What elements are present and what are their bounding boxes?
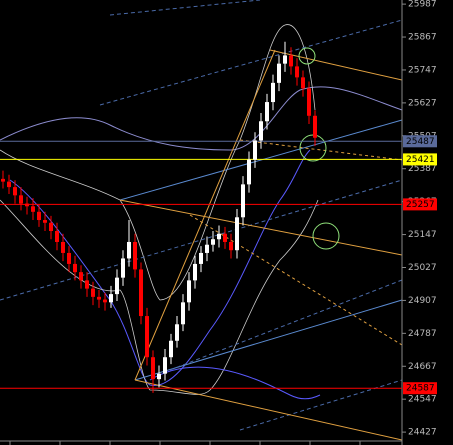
candle-body	[247, 159, 251, 185]
candle-body	[187, 280, 191, 303]
price-label-box	[403, 382, 437, 395]
candle-body	[115, 277, 119, 295]
candle-body	[19, 195, 23, 204]
candle-body	[199, 252, 203, 264]
candle-body	[181, 302, 185, 325]
candle-body	[31, 206, 35, 212]
candle-body	[37, 211, 41, 221]
candle-body	[61, 241, 65, 253]
candle-body	[229, 241, 233, 251]
candle-body	[175, 324, 179, 341]
price-label: 25487	[406, 137, 435, 147]
candle-body	[277, 63, 281, 83]
candle-body	[145, 316, 149, 358]
candle-body	[91, 288, 95, 297]
candle-body	[121, 258, 125, 278]
price-label-box	[403, 135, 437, 148]
candle-body	[301, 77, 305, 89]
candle-body	[1, 178, 5, 182]
candle-body	[253, 140, 257, 160]
y-tick-label: 25387	[408, 164, 437, 174]
candle-body	[205, 244, 209, 253]
candle-body	[157, 373, 161, 380]
candle-body	[283, 55, 287, 64]
decoration	[0, 0, 403, 445]
candle-body	[7, 181, 11, 188]
y-tick-label: 25027	[408, 263, 437, 273]
candle-body	[289, 55, 293, 67]
candle-body	[133, 241, 137, 270]
candle-body	[169, 340, 173, 358]
y-tick-label: 24787	[408, 329, 437, 339]
y-tick-label: 24547	[408, 395, 437, 405]
price-label: 25421	[406, 155, 435, 165]
candle-body	[217, 233, 221, 240]
price-label: 24587	[406, 384, 435, 394]
candle-body	[103, 299, 107, 303]
candle-body	[259, 121, 263, 141]
price-label: 25257	[406, 200, 435, 210]
candle-body	[43, 220, 47, 223]
price-label-box	[403, 153, 437, 166]
y-tick-label: 25987	[408, 0, 437, 10]
candle-body	[109, 294, 113, 303]
candle-body	[271, 82, 275, 103]
candle-body	[151, 357, 155, 380]
candle-body	[163, 357, 167, 374]
y-tick-label: 25747	[408, 65, 437, 75]
candle-body	[97, 296, 101, 300]
candle-body	[25, 203, 29, 207]
y-tick-label: 24907	[408, 296, 437, 306]
candle-body	[13, 187, 17, 196]
candle-body	[73, 263, 77, 273]
candle-body	[265, 102, 269, 122]
candle-body	[139, 269, 143, 317]
candle-body	[49, 222, 53, 232]
y-tick-label: 24667	[408, 362, 437, 372]
price-label-box	[403, 198, 437, 211]
candle-body	[55, 231, 59, 242]
candle-body	[295, 66, 299, 78]
candle-body	[67, 252, 71, 264]
candle-body	[127, 241, 131, 259]
candle-body	[313, 115, 317, 138]
candle-body	[211, 239, 215, 245]
y-tick-label: 25147	[408, 230, 437, 240]
candle-body	[241, 184, 245, 218]
candle-body	[235, 217, 239, 251]
candle-body	[223, 233, 227, 242]
candle-body	[193, 263, 197, 281]
candle-body	[307, 88, 311, 116]
y-tick-label: 25627	[408, 98, 437, 108]
y-tick-label: 24427	[408, 428, 437, 438]
candle-body	[79, 272, 83, 281]
candle-body	[85, 280, 89, 289]
y-tick-label: 25867	[408, 33, 437, 43]
